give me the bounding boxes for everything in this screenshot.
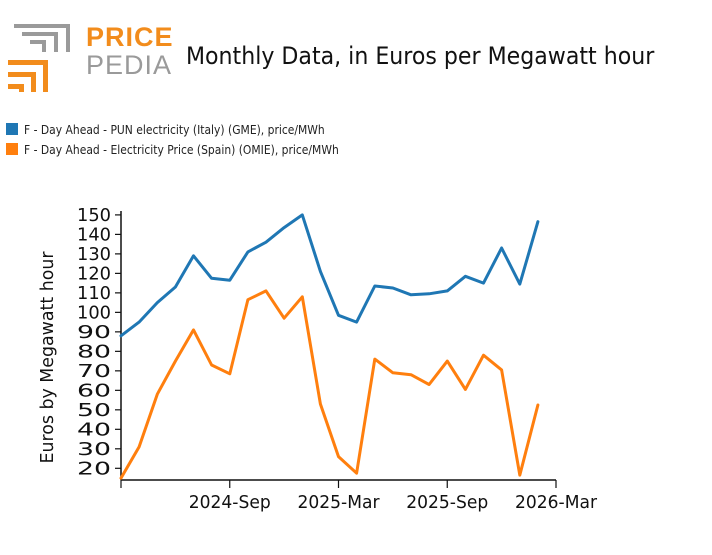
y-tick-label: 70 [77,361,111,382]
y-tick-label: 140 [77,224,111,245]
x-tick-label: 2025-Mar [298,492,381,513]
chart-title: Monthly Data, in Euros per Megawatt hour [186,42,655,70]
x-tick-label: 2025-Sep [406,492,488,513]
pricepedia-logo: PRICE PEDIA [8,22,173,94]
y-tick-label: 110 [77,283,111,304]
y-tick-label: 60 [77,380,111,401]
y-tick-label: 50 [77,400,111,421]
legend-label-italy: F - Day Ahead - PUN electricity (Italy) … [24,121,325,137]
y-tick-label: 40 [77,419,111,440]
logo-word-price: PRICE [86,22,174,52]
logo-mark-icon [8,24,70,92]
legend-swatch-spain [6,143,18,155]
y-tick-label: 80 [77,341,111,362]
legend-item-italy[interactable]: F - Day Ahead - PUN electricity (Italy) … [6,119,390,139]
legend-item-spain[interactable]: F - Day Ahead - Electricity Price (Spain… [6,139,390,159]
y-tick-label: 150 [77,205,111,226]
y-tick-label: 30 [77,439,111,460]
y-axis-title: Euros by Megawatt hour [37,251,58,464]
y-tick-label: 130 [77,244,111,265]
legend: F - Day Ahead - PUN electricity (Italy) … [6,119,390,159]
logo-word-pedia: PEDIA [86,50,173,80]
y-tick-label: 90 [77,322,111,343]
x-tick-label: 2026-Mar [515,492,598,513]
y-tick-label: 100 [77,302,111,323]
series-line-italy [119,213,540,338]
y-tick-label: 120 [77,263,111,284]
y-tick-label: 20 [77,458,111,479]
legend-label-spain: F - Day Ahead - Electricity Price (Spain… [24,141,339,157]
series-line-spain [119,289,540,480]
legend-swatch-italy [6,123,18,135]
x-tick-label: 2024-Sep [189,492,271,513]
